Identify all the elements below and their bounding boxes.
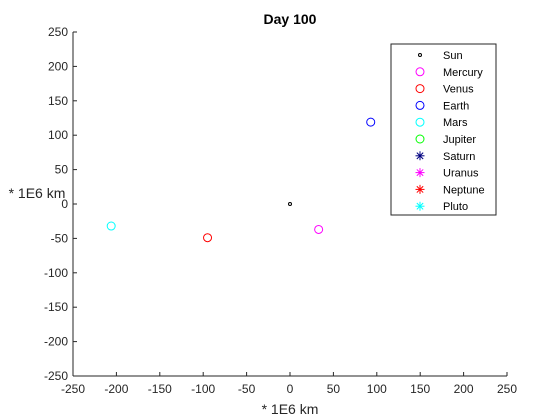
- y-tick-label: 100: [48, 128, 68, 142]
- plot-marks: [106, 117, 376, 243]
- legend-marker-pluto: [415, 201, 425, 211]
- y-axis-label: * 1E6 km: [9, 185, 66, 201]
- axes: -250 -200 -150 -100 -50 0 50 100 150 200 250 250 200…: [44, 25, 517, 396]
- y-tick-label: -50: [51, 231, 69, 245]
- data-point-earth: [366, 117, 376, 127]
- y-tick-label: 250: [48, 25, 68, 39]
- x-tick-label: -150: [148, 382, 172, 396]
- legend-marker-sun: [418, 53, 422, 57]
- y-tick-label: 150: [48, 94, 68, 108]
- x-tick-label: 250: [497, 382, 517, 396]
- y-tick-label: 200: [48, 59, 68, 73]
- data-point-mars: [106, 221, 116, 231]
- x-axis-label: * 1E6 km: [262, 401, 319, 417]
- y-tick-label: -200: [44, 335, 68, 349]
- legend-label-saturn: Saturn: [443, 151, 475, 163]
- y-tick-label: 50: [55, 163, 69, 177]
- x-tick-label: 50: [327, 382, 341, 396]
- legend-label-mars: Mars: [443, 117, 468, 129]
- legend-marker-jupiter: [415, 134, 425, 144]
- legend-label-mercury: Mercury: [443, 67, 483, 79]
- legend-marker-uranus: [415, 168, 425, 178]
- x-tick-label: -200: [104, 382, 128, 396]
- legend-label-earth: Earth: [443, 100, 469, 112]
- legend-marker-venus: [415, 84, 425, 94]
- x-tick-label: 0: [287, 382, 294, 396]
- chart-title: Day 100: [264, 11, 317, 27]
- x-tick-label: -100: [191, 382, 215, 396]
- legend-label-uranus: Uranus: [443, 168, 479, 180]
- y-tick-label: -250: [44, 369, 68, 383]
- y-tick-label: -100: [44, 266, 68, 280]
- legend-marker-mercury: [415, 67, 425, 77]
- legend: Sun Mercury Venus Earth Mars Jupiter Saturn Ura…: [390, 43, 497, 216]
- data-point-sun: [288, 202, 292, 206]
- x-tick-label: -250: [61, 382, 85, 396]
- legend-label-venus: Venus: [443, 84, 474, 96]
- legend-marker-saturn: [415, 151, 425, 161]
- data-point-mercury: [314, 224, 324, 234]
- legend-label-neptune: Neptune: [443, 184, 485, 196]
- y-tick-label: -150: [44, 300, 68, 314]
- legend-marker-mars: [415, 117, 425, 127]
- legend-marker-earth: [415, 100, 425, 110]
- legend-label-pluto: Pluto: [443, 201, 468, 213]
- legend-label-jupiter: Jupiter: [443, 134, 476, 146]
- data-point-venus: [203, 233, 213, 243]
- legend-box: [390, 43, 497, 216]
- y-tick-label: 0: [61, 197, 68, 211]
- x-tick-label: 150: [410, 382, 430, 396]
- x-tick-label: 200: [454, 382, 474, 396]
- x-tick-label: 100: [367, 382, 387, 396]
- x-tick-label: -50: [238, 382, 256, 396]
- legend-label-sun: Sun: [443, 50, 463, 62]
- legend-marker-neptune: [415, 184, 425, 194]
